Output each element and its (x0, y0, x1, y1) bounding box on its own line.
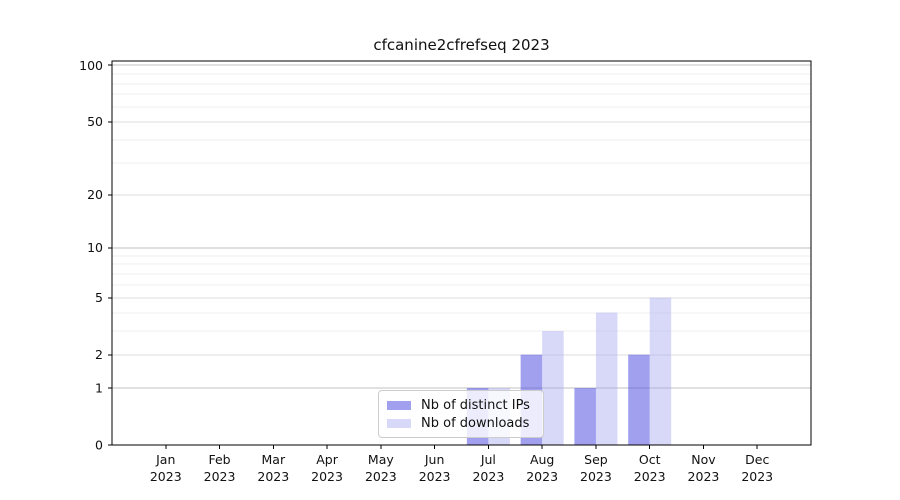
x-tick-label-month: May (368, 452, 394, 467)
x-tick-label-year: 2023 (311, 469, 343, 484)
bar-downloads-oct (649, 297, 672, 445)
x-tick-label-year: 2023 (634, 469, 666, 484)
x-tick-label-month: Aug (530, 452, 554, 467)
legend: Nb of distinct IPs Nb of downloads (378, 390, 544, 438)
x-tick-label-year: 2023 (257, 469, 289, 484)
y-tick-label: 1 (95, 380, 103, 395)
bar-distinct-ips-sep (574, 387, 596, 445)
x-tick-label-month: Feb (208, 452, 230, 467)
x-tick-label-month: Jan (155, 452, 175, 467)
y-tick-label: 20 (87, 187, 103, 202)
y-tick-label: 10 (87, 240, 103, 255)
x-tick-label-year: 2023 (688, 469, 720, 484)
x-tick-label-month: Nov (691, 452, 716, 467)
y-tick-label: 5 (95, 290, 103, 305)
x-tick-label-month: Mar (262, 452, 286, 467)
x-tick-label-year: 2023 (365, 469, 397, 484)
y-tick-label: 0 (95, 438, 103, 453)
y-tick-label: 100 (79, 58, 103, 73)
x-tick-label-month: Jul (480, 452, 496, 467)
plot-frame (111, 60, 812, 446)
bar-downloads-sep (595, 312, 618, 445)
x-tick-label-year: 2023 (580, 469, 612, 484)
legend-item-downloads: Nb of downloads (387, 415, 535, 432)
legend-item-distinct-ips: Nb of distinct IPs (387, 397, 535, 414)
legend-label-downloads: Nb of downloads (421, 415, 530, 431)
x-tick-label-year: 2023 (741, 469, 773, 484)
x-tick-label-year: 2023 (150, 469, 182, 484)
chart-title: cfcanine2cfrefseq 2023 (373, 36, 550, 54)
x-tick-label-year: 2023 (526, 469, 558, 484)
x-tick-label-month: Apr (316, 452, 338, 467)
bar-distinct-ips-oct (628, 354, 650, 445)
y-tick-label: 50 (87, 114, 103, 129)
x-tick-label-year: 2023 (472, 469, 504, 484)
x-tick-label-year: 2023 (419, 469, 451, 484)
legend-swatch-distinct-ips (387, 400, 411, 410)
legend-swatch-downloads (387, 418, 411, 428)
x-tick-label-month: Dec (745, 452, 769, 467)
x-tick-label-year: 2023 (204, 469, 236, 484)
y-tick-label: 2 (95, 347, 103, 362)
x-tick-label-month: Sep (584, 452, 608, 467)
bar-downloads-aug (542, 330, 564, 445)
legend-label-distinct-ips: Nb of distinct IPs (421, 397, 530, 413)
x-tick-label-month: Jun (424, 452, 445, 467)
x-tick-label-month: Oct (639, 452, 661, 467)
